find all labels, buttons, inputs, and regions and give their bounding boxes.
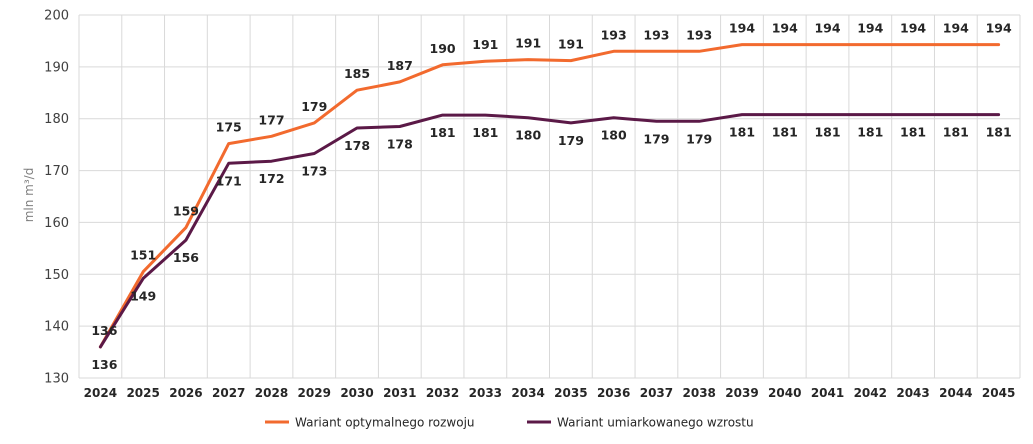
data-label-series-1: 194 <box>857 21 883 36</box>
data-label-series-1: 191 <box>472 37 498 52</box>
y-tick-label: 180 <box>44 112 69 127</box>
data-label-series-1: 191 <box>515 36 541 51</box>
data-label-series-2: 181 <box>900 125 926 140</box>
series-line-2 <box>98 113 1001 349</box>
data-label-series-1: 194 <box>943 21 969 36</box>
data-label-series-1: 191 <box>558 37 584 52</box>
data-label-series-1: 185 <box>344 66 370 81</box>
x-tick-label: 2040 <box>768 386 801 400</box>
data-labels: 136 151 159 175 177 179 185 187 190 191 191 191 193 1… <box>91 21 1012 372</box>
data-label-series-2: 179 <box>686 131 712 146</box>
data-label-series-2: 179 <box>643 131 669 146</box>
series-line-1 <box>98 43 1001 349</box>
y-tick-label: 190 <box>44 60 69 75</box>
data-label-series-2: 178 <box>344 138 370 153</box>
x-tick-label: 2033 <box>469 386 502 400</box>
data-label-series-2: 181 <box>430 125 456 140</box>
data-label-series-1: 136 <box>91 323 117 338</box>
data-label-series-2: 172 <box>258 171 284 186</box>
x-tick-label: 2038 <box>683 386 716 400</box>
x-tick-label: 2034 <box>511 386 544 400</box>
data-label-series-1: 194 <box>814 21 840 36</box>
data-label-series-2: 181 <box>729 125 755 140</box>
y-tick-label: 150 <box>44 268 69 283</box>
y-tick-label: 170 <box>44 164 69 179</box>
data-label-series-2: 181 <box>857 125 883 140</box>
data-label-series-2: 180 <box>515 128 541 143</box>
legend-label-1: Wariant optymalnego rozwoju <box>295 416 475 430</box>
x-tick-label: 2044 <box>939 386 972 400</box>
data-label-series-2: 181 <box>472 125 498 140</box>
data-label-series-2: 181 <box>986 125 1012 140</box>
y-axis-ticks: 130 140 150 160 170 180 190 200 <box>44 9 69 387</box>
data-label-series-2: 178 <box>387 136 413 151</box>
data-label-series-1: 159 <box>173 204 199 219</box>
legend: Wariant optymalnego rozwoju Wariant umiar… <box>265 416 754 430</box>
data-label-series-1: 193 <box>643 27 669 42</box>
x-tick-label: 2025 <box>126 386 159 400</box>
x-tick-label: 2028 <box>255 386 288 400</box>
data-label-series-2: 156 <box>173 250 199 265</box>
data-label-series-1: 187 <box>387 58 413 73</box>
x-tick-label: 2024 <box>84 386 117 400</box>
x-tick-label: 2026 <box>169 386 202 400</box>
data-label-series-2: 149 <box>130 288 156 303</box>
x-tick-label: 2029 <box>298 386 331 400</box>
data-label-series-2: 136 <box>91 357 117 372</box>
data-label-series-1: 193 <box>601 27 627 42</box>
data-label-series-1: 194 <box>772 21 798 36</box>
x-tick-label: 2030 <box>340 386 373 400</box>
data-label-series-2: 171 <box>216 173 242 188</box>
data-label-series-1: 179 <box>301 99 327 114</box>
x-tick-label: 2036 <box>597 386 630 400</box>
x-tick-label: 2045 <box>982 386 1015 400</box>
x-tick-label: 2027 <box>212 386 245 400</box>
data-label-series-2: 181 <box>943 125 969 140</box>
data-label-series-1: 175 <box>216 120 242 135</box>
x-tick-label: 2041 <box>811 386 844 400</box>
x-tick-label: 2035 <box>554 386 587 400</box>
series-lines <box>98 43 1001 349</box>
grid-lines <box>78 14 1021 379</box>
data-label-series-1: 193 <box>686 27 712 42</box>
y-tick-label: 140 <box>44 320 69 335</box>
legend-label-2: Wariant umiarkowanego wzrostu <box>557 416 754 430</box>
x-tick-label: 2042 <box>854 386 887 400</box>
data-label-series-2: 173 <box>301 163 327 178</box>
data-label-series-2: 179 <box>558 133 584 148</box>
data-label-series-1: 177 <box>258 112 284 127</box>
y-axis-label: mln m³/d <box>22 168 36 223</box>
x-tick-label: 2037 <box>640 386 673 400</box>
x-tick-label: 2039 <box>725 386 758 400</box>
y-tick-label: 130 <box>44 372 69 387</box>
y-tick-label: 160 <box>44 216 69 231</box>
data-label-series-1: 151 <box>130 248 156 263</box>
x-tick-label: 2043 <box>896 386 929 400</box>
x-tick-label: 2032 <box>426 386 459 400</box>
data-label-series-1: 194 <box>729 21 755 36</box>
data-label-series-2: 180 <box>601 128 627 143</box>
data-label-series-2: 181 <box>772 125 798 140</box>
x-tick-label: 2031 <box>383 386 416 400</box>
data-label-series-1: 194 <box>986 21 1012 36</box>
data-label-series-1: 190 <box>430 41 456 56</box>
x-axis-ticks: 2024 2025 2026 2027 2028 2029 2030 2031 2032 2033… <box>84 386 1016 400</box>
y-tick-label: 200 <box>44 9 69 24</box>
data-label-series-2: 181 <box>814 125 840 140</box>
data-label-series-1: 194 <box>900 21 926 36</box>
